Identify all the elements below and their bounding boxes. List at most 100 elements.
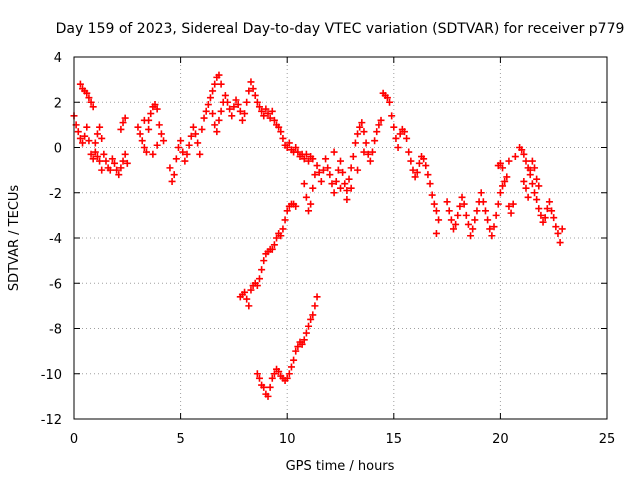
data-point bbox=[268, 245, 276, 253]
data-point bbox=[117, 164, 125, 172]
data-point bbox=[535, 205, 543, 213]
data-point bbox=[113, 166, 121, 174]
y-axis-label: SDTVAR / TECUs bbox=[7, 185, 22, 292]
data-point bbox=[454, 211, 462, 219]
y-tick-label: -12 bbox=[41, 413, 62, 428]
data-point bbox=[473, 207, 481, 215]
data-point bbox=[106, 166, 114, 174]
data-point bbox=[76, 134, 84, 142]
data-point bbox=[211, 121, 219, 129]
data-point bbox=[307, 315, 315, 323]
data-point bbox=[285, 370, 293, 378]
data-point bbox=[98, 166, 106, 174]
data-point bbox=[85, 94, 93, 102]
data-point bbox=[224, 98, 232, 106]
data-point bbox=[91, 139, 99, 147]
data-point bbox=[435, 216, 443, 224]
data-point bbox=[328, 180, 336, 188]
data-point bbox=[255, 275, 263, 283]
data-point bbox=[528, 157, 536, 165]
data-point bbox=[334, 166, 342, 174]
data-point bbox=[326, 171, 334, 179]
data-point bbox=[270, 241, 278, 249]
data-point bbox=[273, 234, 281, 242]
data-point bbox=[136, 130, 144, 138]
data-point bbox=[192, 130, 200, 138]
data-point bbox=[464, 220, 472, 228]
data-point bbox=[354, 166, 362, 174]
data-point bbox=[277, 128, 285, 136]
data-point bbox=[415, 159, 423, 167]
data-point bbox=[83, 89, 91, 97]
data-point bbox=[117, 125, 125, 133]
data-point bbox=[189, 123, 197, 131]
data-point bbox=[287, 363, 295, 371]
data-point bbox=[209, 87, 217, 95]
data-point bbox=[362, 139, 370, 147]
data-point bbox=[460, 200, 468, 208]
data-point bbox=[533, 196, 541, 204]
data-point bbox=[228, 112, 236, 120]
data-point bbox=[83, 123, 91, 131]
data-point bbox=[428, 191, 436, 199]
data-point bbox=[187, 132, 195, 140]
x-tick-label: 25 bbox=[599, 432, 616, 447]
data-point bbox=[247, 78, 255, 86]
data-point bbox=[194, 139, 202, 147]
data-point bbox=[202, 107, 210, 115]
data-point bbox=[283, 144, 291, 151]
data-point bbox=[123, 159, 131, 167]
data-point bbox=[185, 141, 193, 149]
data-point bbox=[294, 343, 302, 351]
y-tick-label: -6 bbox=[49, 277, 62, 292]
data-point bbox=[358, 119, 366, 127]
data-point bbox=[145, 125, 153, 133]
data-point bbox=[541, 214, 549, 222]
data-point bbox=[292, 347, 300, 355]
data-point bbox=[337, 157, 344, 165]
data-point bbox=[249, 85, 257, 93]
data-point bbox=[375, 121, 383, 129]
data-point bbox=[96, 123, 104, 131]
data-point bbox=[258, 266, 266, 274]
data-point bbox=[403, 134, 411, 142]
data-point bbox=[142, 148, 150, 156]
data-point bbox=[452, 220, 460, 228]
data-point bbox=[217, 107, 225, 115]
data-point bbox=[160, 137, 168, 145]
data-point bbox=[170, 171, 178, 179]
data-point bbox=[268, 374, 276, 382]
data-point bbox=[432, 207, 440, 215]
data-point bbox=[264, 392, 272, 400]
data-point bbox=[230, 103, 238, 111]
data-point bbox=[305, 322, 313, 330]
data-point bbox=[98, 134, 106, 142]
data-point bbox=[100, 150, 108, 158]
data-point bbox=[211, 80, 219, 88]
data-point bbox=[531, 164, 539, 172]
y-tick-label: -8 bbox=[49, 323, 62, 338]
data-point bbox=[209, 110, 217, 118]
data-point bbox=[354, 130, 362, 138]
y-tick-label: -10 bbox=[41, 368, 62, 383]
data-point bbox=[520, 150, 528, 158]
data-point bbox=[522, 184, 530, 192]
data-point bbox=[351, 139, 359, 147]
data-point bbox=[311, 171, 319, 179]
data-point bbox=[155, 121, 163, 129]
data-point bbox=[196, 150, 204, 158]
data-point bbox=[255, 103, 263, 111]
y-tick-label: -4 bbox=[49, 232, 62, 247]
data-point bbox=[449, 225, 457, 233]
data-point bbox=[302, 150, 310, 158]
data-point bbox=[456, 202, 464, 210]
data-point bbox=[262, 105, 270, 113]
data-point bbox=[241, 288, 249, 296]
data-point bbox=[253, 370, 261, 378]
x-tick-label: 10 bbox=[279, 432, 296, 447]
data-point bbox=[332, 177, 340, 185]
data-point bbox=[432, 229, 440, 237]
data-point bbox=[531, 189, 539, 197]
data-point bbox=[300, 155, 308, 163]
data-point bbox=[545, 198, 553, 206]
